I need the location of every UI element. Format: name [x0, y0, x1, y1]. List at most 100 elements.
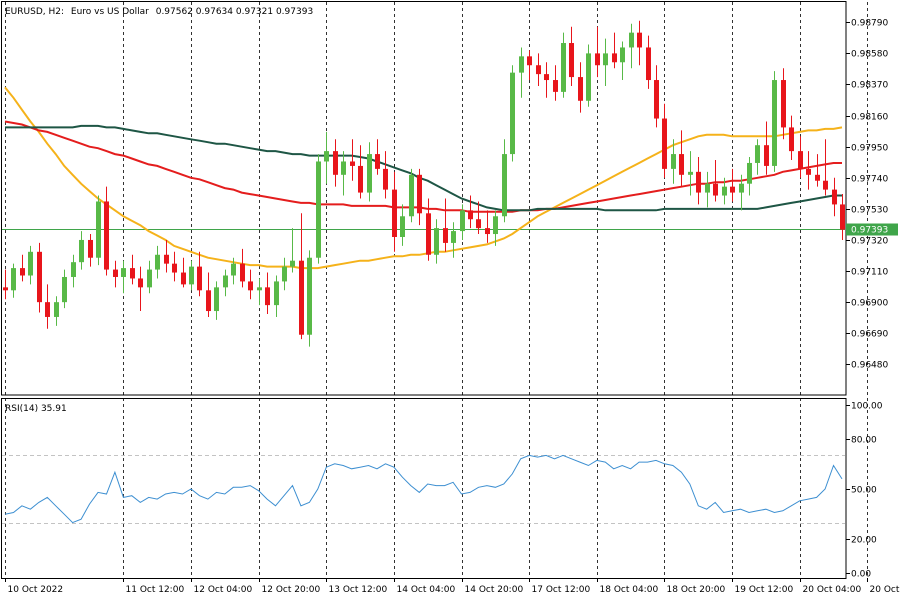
candle-body-bear: [104, 201, 109, 270]
candle-body-bull: [79, 239, 84, 263]
candle-body-bear: [823, 180, 828, 190]
price-tick-label: 0.97530: [851, 206, 888, 216]
candle-body-bear: [832, 189, 837, 205]
candle-body-bull: [341, 161, 346, 175]
candle-body-bull: [747, 162, 752, 184]
candle-body-bull: [510, 72, 515, 155]
moving-average-ma_mid: [4, 120, 842, 213]
candle-body-bear: [138, 278, 143, 288]
candle-body-bull: [11, 268, 16, 291]
rsi-tick-label: 80.00: [851, 436, 877, 446]
candle-body-bull: [62, 276, 67, 303]
rsi-tick-label: 0.00: [851, 570, 871, 580]
candle-body-bear: [206, 290, 211, 312]
price-tick-label: 0.96900: [851, 299, 888, 309]
candle-body-bear: [443, 228, 448, 243]
candle-body-bull: [54, 302, 59, 317]
candle-body-bull: [434, 228, 439, 255]
time-tick-label: 14 Oct 04:00: [397, 585, 456, 595]
time-tick-label: 12 Oct 04:00: [194, 585, 253, 595]
candle-body-bear: [595, 53, 600, 66]
rsi-level-lines: [2, 455, 845, 524]
candle-body-bull: [629, 32, 634, 48]
candle-body-bear: [164, 254, 169, 264]
candle-body-bull: [722, 186, 727, 196]
candle-body-bull: [603, 53, 608, 66]
current-price-box: [846, 223, 898, 236]
price-tick-label: 0.98580: [851, 50, 888, 60]
candle-body-bear: [468, 210, 473, 220]
chart-frame: [1, 1, 847, 579]
candle-body-bull: [451, 231, 456, 243]
price-tick-label: 0.97950: [851, 144, 888, 154]
candle-body-bull: [561, 43, 566, 92]
price-tick-label: 0.97110: [851, 268, 888, 278]
candle-body-bull: [324, 151, 329, 162]
price-tick-label: 0.97320: [851, 237, 888, 247]
rsi-pane-border: [1, 398, 847, 579]
candle-body-bull: [155, 254, 160, 270]
candle-body-bear: [662, 118, 667, 169]
moving-average-ma_fast: [4, 86, 843, 270]
time-tick-label: 18 Oct 20:00: [667, 585, 726, 595]
candle-body-bear: [764, 145, 769, 166]
candle-body-bear: [172, 263, 177, 273]
main-pane-border: [1, 1, 847, 396]
candle-body-bear: [679, 154, 684, 175]
candle-body-bull: [460, 210, 465, 232]
current-price-label: 0.97393: [846, 223, 898, 236]
candle-body-bear: [350, 161, 355, 166]
candle-body-bear: [265, 287, 270, 306]
candle-body-bear: [840, 204, 845, 230]
candle-body-bear: [612, 53, 617, 63]
candle-body-bear: [646, 47, 651, 81]
candle-body-bear: [578, 77, 583, 101]
time-tick-label: 14 Oct 20:00: [465, 585, 524, 595]
candle-body-bear: [536, 65, 541, 75]
candle-body-bull: [739, 183, 744, 193]
time-tick-label: 20 Oct 20:00: [870, 585, 900, 595]
candle-body-bear: [45, 302, 50, 317]
candle-body-bear: [181, 272, 186, 285]
symbol-label: EURUSD, H2:: [5, 7, 64, 17]
time-tick-label: 18 Oct 04:00: [600, 585, 659, 595]
candle-body-bear: [553, 80, 558, 92]
candle-body-bear: [248, 281, 253, 291]
candle-body-bear: [426, 213, 431, 255]
candle-body-bear: [569, 43, 574, 78]
candle-body-bear: [392, 189, 397, 237]
candle-body-bull: [519, 56, 524, 73]
candle-body-bull: [96, 201, 101, 258]
candle-body-bull: [671, 154, 676, 169]
price-tick-label: 0.98160: [851, 113, 888, 123]
candle-body-bear: [383, 168, 388, 190]
instrument-description: Euro vs US Dollar: [71, 7, 149, 17]
candle-body-bull: [214, 287, 219, 312]
price-tick-label: 0.97740: [851, 175, 888, 185]
price-tick-label: 0.98370: [851, 81, 888, 91]
candle-body-bear: [696, 171, 701, 193]
candle-body-bear: [476, 219, 481, 229]
candle-body-bear: [637, 32, 642, 48]
time-tick-label: 17 Oct 12:00: [532, 585, 591, 595]
rsi-line: [4, 454, 843, 524]
candle-body-bull: [400, 216, 405, 237]
moving-averages: [4, 86, 843, 270]
candle-body-bear: [806, 168, 811, 175]
rsi-tick-label: 50.00: [851, 486, 877, 496]
time-tick-label: 19 Oct 12:00: [735, 585, 794, 595]
candle-body-bear: [3, 287, 8, 291]
candle-body-bull: [409, 174, 414, 217]
time-tick-label: 11 Oct 12:00: [126, 585, 185, 595]
price-tick-label: 0.96480: [851, 361, 888, 371]
candle-body-bear: [88, 239, 93, 258]
time-tick-label: 13 Oct 12:00: [329, 585, 388, 595]
rsi-tick-label: 20.00: [851, 536, 877, 546]
candle-body-bear: [485, 228, 490, 235]
candle-body-bear: [130, 268, 135, 279]
price-tick-label: 0.98790: [851, 19, 888, 29]
candle-body-bear: [417, 174, 422, 214]
rsi-series-line: [4, 454, 843, 524]
candle-body-bull: [290, 260, 295, 267]
